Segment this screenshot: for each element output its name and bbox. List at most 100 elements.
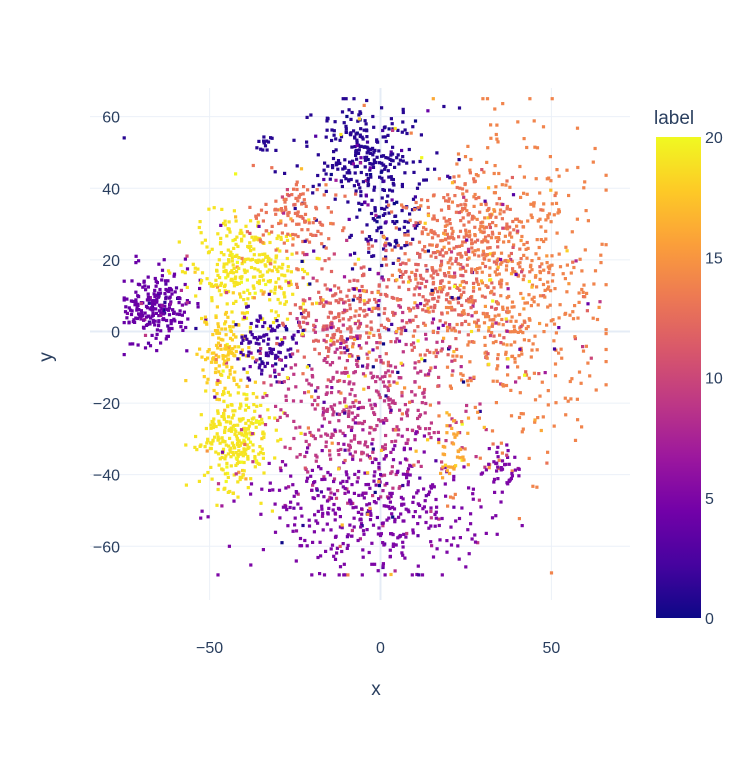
scatter-point [352,371,356,375]
scatter-point [338,319,342,323]
scatter-point [604,383,608,387]
scatter-point [284,355,288,359]
scatter-point [428,243,432,247]
scatter-point [464,234,468,238]
scatter-point [554,331,558,335]
scatter-point [422,387,427,392]
scatter-point [154,307,158,311]
scatter-point [441,444,445,449]
scatter-point [379,170,383,174]
scatter-point [185,267,190,271]
scatter-point [282,197,286,201]
scatter-point [248,340,253,344]
scatter-point [529,263,533,267]
scatter-point [424,337,428,341]
scatter-point [517,415,522,420]
scatter-point [517,354,521,358]
scatter-point [342,379,346,384]
scatter-point [231,291,235,295]
scatter-point [399,512,403,516]
scatter-point [366,300,370,304]
scatter-point [291,232,295,237]
scatter-point [488,318,492,322]
scatter-point [529,355,533,359]
scatter-point [469,379,473,383]
scatter-point [298,320,302,325]
scatter-point [241,338,245,342]
scatter-point [411,237,415,241]
scatter-point [533,334,537,338]
scatter-point [414,262,418,266]
scatter-point [530,283,535,287]
scatter-point [491,379,495,383]
scatter-point [177,312,182,317]
scatter-point [328,420,332,424]
scatter-point [400,148,404,153]
scatter-point [333,350,337,354]
scatter-point [483,335,487,339]
scatter-point [276,234,280,238]
scatter-point [309,113,313,117]
scatter-point [492,292,496,296]
scatter-point [494,461,498,466]
scatter-point [513,468,517,472]
scatter-point [526,325,530,329]
scatter-point [317,257,321,261]
scatter-point [205,441,209,445]
scatter-point [459,313,463,317]
scatter-point [274,354,278,358]
scatter-point [433,303,437,308]
scatter-point [218,457,222,461]
scatter-point [394,428,398,432]
scatter-point [337,286,341,290]
scatter-point [318,301,322,306]
scatter-point [129,308,133,312]
scatter-point [273,291,277,295]
scatter-point [276,208,280,212]
scatter-point [247,350,251,354]
scatter-point [215,432,219,436]
scatter-point [477,498,481,502]
scatter-point [384,220,388,224]
scatter-point [568,313,572,317]
scatter-point [355,164,359,168]
scatter-point [262,471,266,475]
scatter-point [152,299,156,303]
scatter-point [519,238,523,243]
scatter-point [482,238,486,242]
scatter-point [431,217,435,221]
scatter-point [467,322,471,326]
scatter-point [489,123,493,127]
scatter-point [377,497,381,501]
scatter-point [249,351,253,355]
scatter-point [127,321,131,325]
scatter-point [500,217,504,221]
scatter-point [393,245,397,249]
scatter-point [298,544,302,548]
scatter-point [293,211,297,215]
scatter-point [447,413,451,417]
scatter-point [355,480,359,484]
scatter-point [273,285,278,289]
scatter-point [380,375,384,379]
scatter-point [450,200,454,204]
scatter-point [383,573,387,577]
scatter-point [477,324,481,328]
scatter-point [246,454,250,459]
scatter-point [232,413,236,417]
scatter-point [426,249,430,253]
scatter-point [155,349,159,353]
scatter-point [444,199,448,203]
scatter-point [396,469,400,473]
scatter-point [353,251,357,255]
scatter-point [347,425,351,429]
scatter-point [252,416,256,420]
scatter-point [229,446,233,450]
scatter-point [260,447,264,451]
scatter-point [355,362,359,367]
scatter-point [446,199,450,203]
scatter-point [214,315,218,319]
scatter-point [312,339,316,343]
scatter-point [518,261,522,265]
scatter-point [237,345,241,349]
